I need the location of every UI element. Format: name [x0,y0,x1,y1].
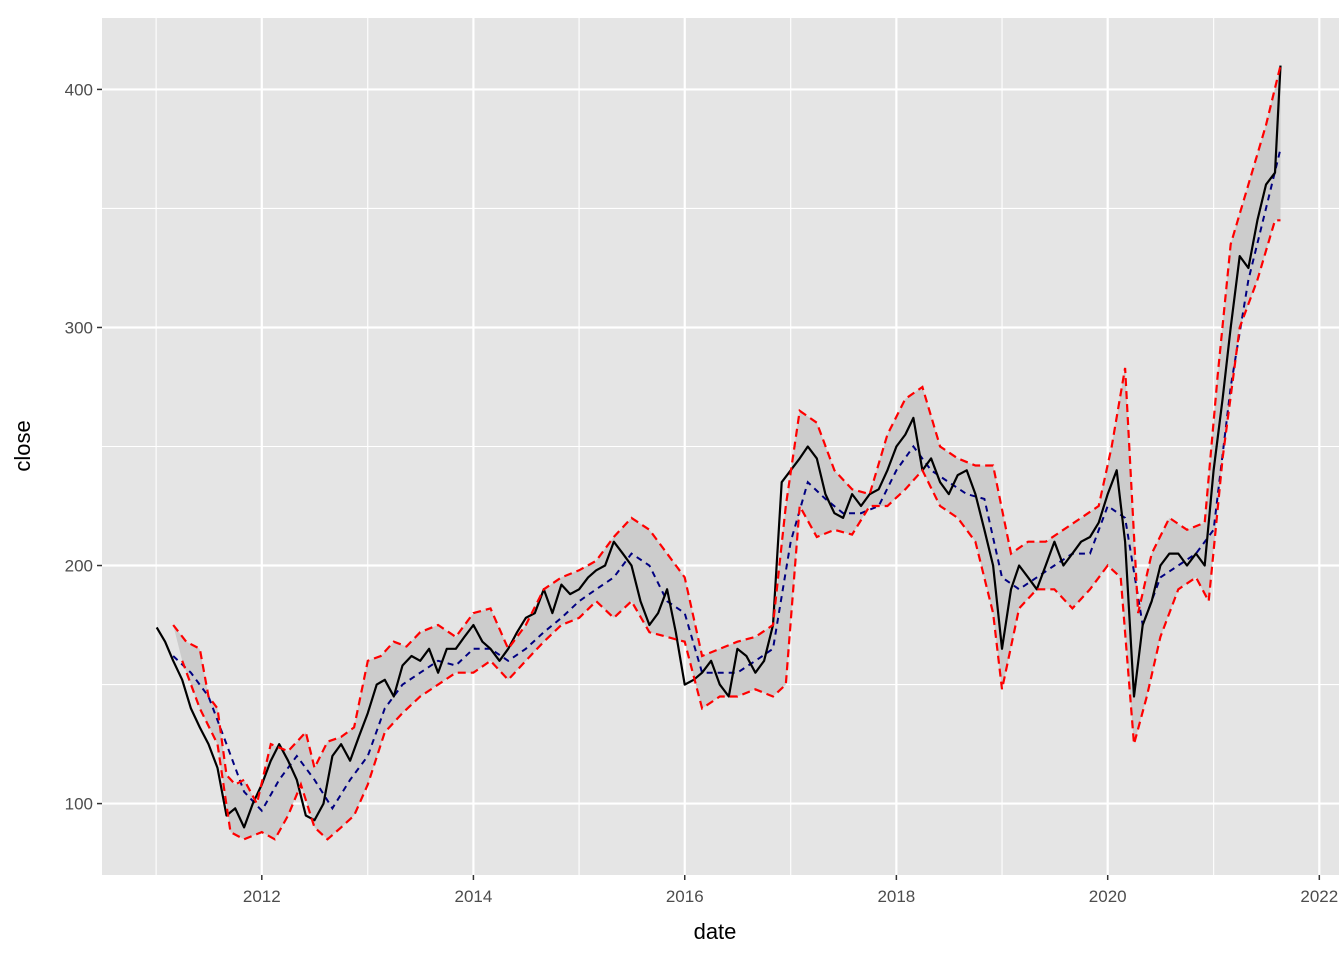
upper-band-line [172,65,1282,807]
x-tick-label: 2020 [1089,887,1127,906]
x-tick-label: 2022 [1300,887,1338,906]
bollinger-band [173,65,1281,840]
y-tick-label: 200 [65,557,93,576]
x-axis-title: date [694,919,737,944]
axis-ticks [97,88,1321,880]
moving-average-line [172,148,1282,813]
x-tick-labels: 2012 2014 2016 2018 2020 2022 [243,887,1338,906]
x-tick-label: 2016 [666,887,704,906]
band-fill [173,65,1281,840]
x-tick-label: 2014 [455,887,493,906]
minor-gridlines [102,18,1339,875]
y-tick-label: 300 [65,318,93,337]
y-tick-label: 100 [65,795,93,814]
lower-band-line [181,219,1281,841]
x-tick-label: 2018 [877,887,915,906]
y-axis-title: close [10,420,35,471]
y-tick-label: 400 [65,80,93,99]
x-tick-label: 2012 [243,887,281,906]
close-line [155,65,1282,829]
series-lines [155,65,1282,841]
y-tick-labels: 100 200 300 400 [65,80,93,813]
